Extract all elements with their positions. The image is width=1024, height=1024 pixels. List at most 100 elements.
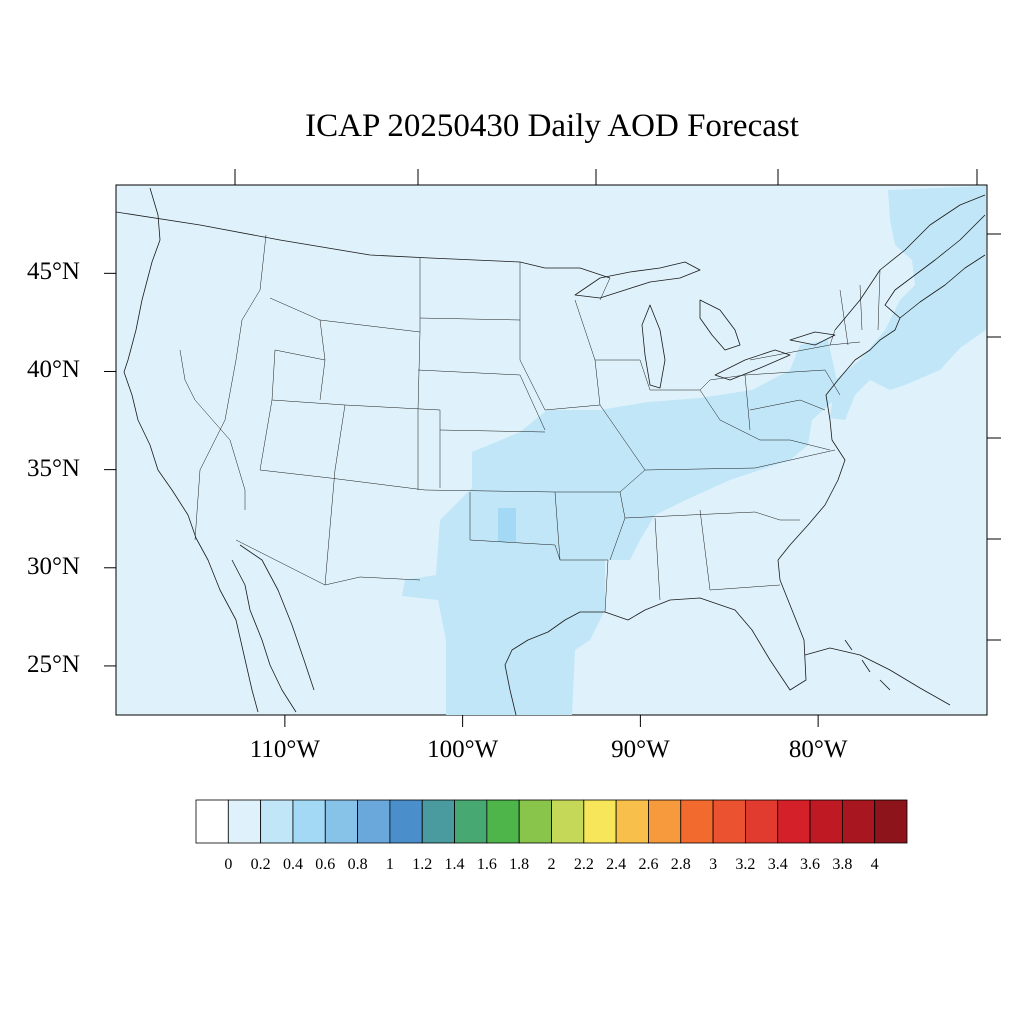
colorbar-label: 1.2	[412, 856, 433, 873]
state-border	[271, 399, 441, 488]
state-border	[709, 584, 781, 591]
colorbar-swatch	[518, 799, 552, 844]
state-border	[544, 299, 601, 411]
colorbar-swatch	[615, 799, 649, 844]
east-coastline	[777, 214, 986, 561]
colorbar-label: 0	[224, 856, 233, 873]
state-border	[554, 491, 609, 613]
lake-erie	[714, 349, 791, 381]
state-border	[235, 234, 267, 361]
cuba	[804, 647, 951, 706]
colorbar-label: 3.6	[800, 856, 821, 873]
lake-huron	[699, 299, 741, 351]
colorbar-label: 2.2	[573, 856, 594, 873]
aod-region-oklahoma-core	[498, 508, 516, 542]
colorbar-label: 1.6	[476, 856, 497, 873]
state-border	[624, 511, 756, 519]
state-border	[194, 359, 237, 541]
state-border	[654, 517, 661, 601]
colorbar-label: 1.8	[509, 856, 530, 873]
state-border	[269, 297, 326, 401]
colorbar-swatch	[389, 799, 423, 844]
lake-ontario	[789, 331, 836, 346]
state-border	[699, 374, 751, 431]
state-border	[595, 359, 651, 391]
colorbar	[195, 799, 908, 844]
colorbar-swatch	[195, 799, 229, 844]
state-border	[839, 289, 849, 346]
colorbar-swatch	[712, 799, 746, 844]
colorbar-swatch	[357, 799, 391, 844]
state-border	[179, 349, 246, 510]
colorbar-label: 3.4	[767, 856, 788, 873]
colorbar-swatch	[324, 799, 358, 844]
lake-michigan	[641, 304, 666, 389]
state-border	[439, 429, 546, 433]
canada-border	[116, 211, 611, 279]
state-border	[324, 576, 421, 586]
aod-region-south-central-plume	[402, 340, 840, 715]
colorbar-label: 3	[709, 856, 718, 873]
aod-layer	[402, 186, 986, 715]
colorbar-label: 0.2	[250, 856, 271, 873]
colorbar-label: 3.2	[735, 856, 756, 873]
colorbar-swatch	[260, 799, 294, 844]
colorbar-label: 1	[385, 856, 394, 873]
state-border	[749, 399, 826, 411]
colorbar-swatch	[583, 799, 617, 844]
colorbar-label: 2.4	[606, 856, 627, 873]
lake-superior	[574, 261, 701, 299]
bahamas	[844, 639, 891, 691]
colorbar-swatch	[648, 799, 682, 844]
colorbar-swatch	[809, 799, 843, 844]
state-border	[519, 320, 546, 411]
colorbar-swatch	[227, 799, 262, 844]
state-border	[235, 539, 326, 586]
nova-scotia	[899, 254, 986, 319]
chart-title: ICAP 20250430 Daily AOD Forecast	[305, 108, 799, 144]
state-border	[417, 369, 546, 431]
colorbar-label: 0.8	[347, 856, 368, 873]
state-border	[650, 389, 761, 441]
colorbar-swatch	[454, 799, 488, 844]
lat-label: 40°N	[26, 356, 80, 384]
state-border	[469, 492, 561, 561]
state-border	[744, 369, 841, 396]
lon-label: 90°W	[611, 736, 670, 763]
state-border	[699, 509, 711, 591]
colorbar-label: 0.6	[315, 856, 336, 873]
lon-label: 80°W	[788, 736, 848, 763]
colorbar-label: 2.8	[670, 856, 691, 873]
axis-ticks	[104, 169, 1001, 727]
state-border	[644, 449, 836, 471]
baja-gulf-coast	[231, 559, 297, 713]
colorbar-label: 1.4	[444, 856, 465, 873]
state-border	[599, 277, 611, 301]
colorbar-swatch	[841, 799, 876, 844]
colorbar-label: 4	[870, 856, 879, 873]
state-border	[760, 439, 831, 451]
st-lawrence	[834, 194, 986, 331]
colorbar-swatch	[421, 799, 455, 844]
state-border	[859, 284, 863, 331]
colorbar-swatch	[551, 799, 585, 844]
state-border	[259, 469, 426, 491]
colorbar-swatch	[486, 799, 520, 844]
state-border	[754, 511, 800, 521]
lat-label: 30°N	[26, 552, 80, 580]
lon-label: 100°W	[427, 736, 499, 763]
colorbar-label: 2.6	[638, 856, 659, 873]
colorbar-label: 2	[547, 856, 556, 873]
lat-label: 25°N	[26, 650, 80, 678]
gulf-coastline	[504, 559, 807, 715]
colorbar-label: 0.4	[282, 856, 303, 873]
mexico-west-coast	[239, 544, 315, 691]
aod-region-northeast-atlantic	[830, 186, 986, 420]
colorbar-swatch	[874, 799, 908, 844]
colorbar-label: 3.8	[832, 856, 853, 873]
colorbar-swatch	[680, 799, 714, 844]
colorbar-swatch	[745, 799, 779, 844]
lat-label: 45°N	[26, 258, 80, 286]
state-border	[259, 349, 326, 471]
